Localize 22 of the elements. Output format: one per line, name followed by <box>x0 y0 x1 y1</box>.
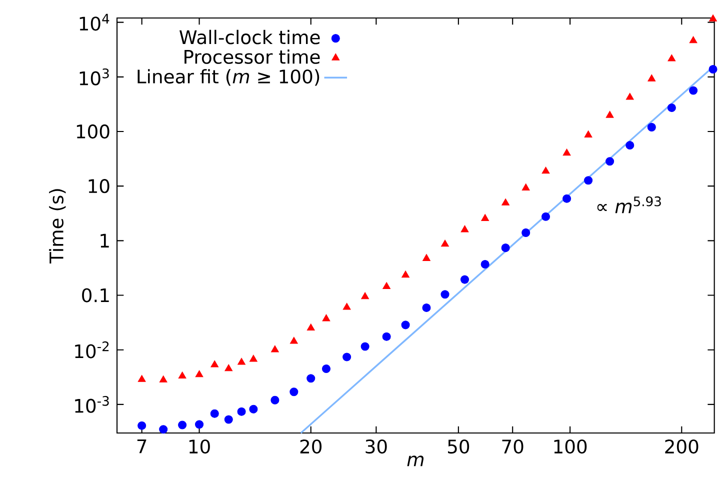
x-tick-label: 20 <box>300 439 322 454</box>
annotation: ∝ m$^{5.93}$ <box>597 196 661 214</box>
legend-label: Processor time <box>184 49 320 64</box>
y-tick-label: 100 <box>76 124 110 139</box>
x-axis-title: m <box>407 456 424 466</box>
y-tick-label: 10$^{-3}$ <box>75 396 109 413</box>
x-tick-label: 50 <box>448 439 470 454</box>
x-tick-label: 70 <box>502 439 524 454</box>
y-tick-label: 10$^{3}$ <box>80 68 109 86</box>
y-tick-label: 10$^{-2}$ <box>75 341 109 358</box>
legend-label: Wall-clock time <box>180 30 320 44</box>
x-tick-label: 100 <box>554 439 587 454</box>
y-tick-label: 1 <box>100 234 109 248</box>
y-tick-label: 0.1 <box>82 288 109 302</box>
y-tick-label: 10$^{4}$ <box>80 14 110 31</box>
x-tick-label: 7 <box>137 439 146 454</box>
legend-label: Linear fit (m ≥ 100) <box>138 69 320 86</box>
x-tick-label: 30 <box>366 439 387 454</box>
y-axis-title: Time (s) <box>49 189 66 264</box>
y-tick-label: 10 <box>88 179 110 194</box>
x-tick-label: 10 <box>189 439 210 454</box>
x-tick-label: 200 <box>665 439 698 454</box>
